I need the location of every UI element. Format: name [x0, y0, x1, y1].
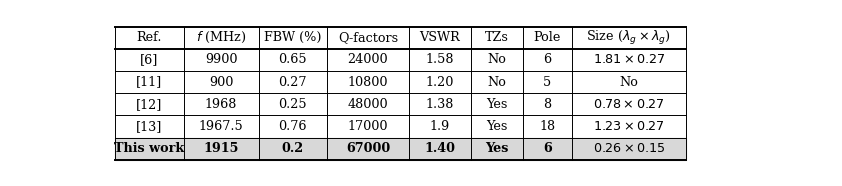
Bar [115, 138, 686, 160]
Text: Yes: Yes [486, 120, 508, 133]
Text: No: No [620, 76, 638, 89]
Text: 1.38: 1.38 [425, 98, 454, 111]
Text: 0.2: 0.2 [282, 142, 304, 155]
Text: 24000: 24000 [348, 53, 388, 66]
Text: Pole: Pole [534, 31, 561, 44]
Text: No: No [488, 53, 506, 66]
Text: 0.25: 0.25 [279, 98, 307, 111]
Text: $0.78 \times 0.27$: $0.78 \times 0.27$ [593, 98, 664, 111]
Text: 8: 8 [543, 98, 552, 111]
Text: 1.20: 1.20 [425, 76, 454, 89]
Text: 1.9: 1.9 [429, 120, 450, 133]
Text: Yes: Yes [485, 142, 509, 155]
Text: Q-factors: Q-factors [338, 31, 398, 44]
Text: $1.81 \times 0.27$: $1.81 \times 0.27$ [593, 53, 665, 66]
Text: $f$ (MHz): $f$ (MHz) [196, 30, 247, 45]
Text: 1915: 1915 [204, 142, 239, 155]
Text: 5: 5 [543, 76, 552, 89]
Text: [13]: [13] [136, 120, 163, 133]
Text: 67000: 67000 [346, 142, 390, 155]
Text: $1.23 \times 0.27$: $1.23 \times 0.27$ [593, 120, 665, 133]
Text: No: No [488, 76, 506, 89]
Text: [6]: [6] [140, 53, 158, 66]
Text: 1.58: 1.58 [425, 53, 454, 66]
Text: Ref.: Ref. [136, 31, 162, 44]
Text: TZs: TZs [485, 31, 509, 44]
Text: Size ($\lambda_g \times \lambda_g$): Size ($\lambda_g \times \lambda_g$) [586, 29, 671, 47]
Text: 1967.5: 1967.5 [199, 120, 243, 133]
Text: 0.65: 0.65 [279, 53, 307, 66]
Text: 0.27: 0.27 [279, 76, 307, 89]
Text: [11]: [11] [136, 76, 163, 89]
Text: Yes: Yes [486, 98, 508, 111]
Text: FBW (%): FBW (%) [264, 31, 322, 44]
Text: VSWR: VSWR [419, 31, 460, 44]
Text: 10800: 10800 [348, 76, 388, 89]
Text: [12]: [12] [136, 98, 163, 111]
Text: 6: 6 [543, 53, 552, 66]
Text: This work: This work [115, 142, 184, 155]
Text: 1.40: 1.40 [424, 142, 456, 155]
Text: 1968: 1968 [205, 98, 237, 111]
Text: 0.76: 0.76 [279, 120, 307, 133]
Text: 18: 18 [539, 120, 556, 133]
Text: 6: 6 [543, 142, 552, 155]
Text: 9900: 9900 [205, 53, 237, 66]
Text: 900: 900 [209, 76, 233, 89]
Text: $0.26 \times 0.15$: $0.26 \times 0.15$ [593, 142, 665, 155]
Text: 48000: 48000 [348, 98, 388, 111]
Text: 17000: 17000 [348, 120, 388, 133]
